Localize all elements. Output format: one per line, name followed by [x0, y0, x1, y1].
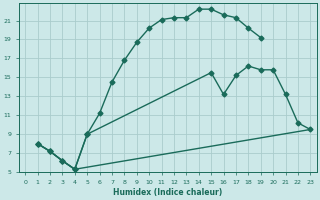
X-axis label: Humidex (Indice chaleur): Humidex (Indice chaleur) [113, 188, 222, 197]
